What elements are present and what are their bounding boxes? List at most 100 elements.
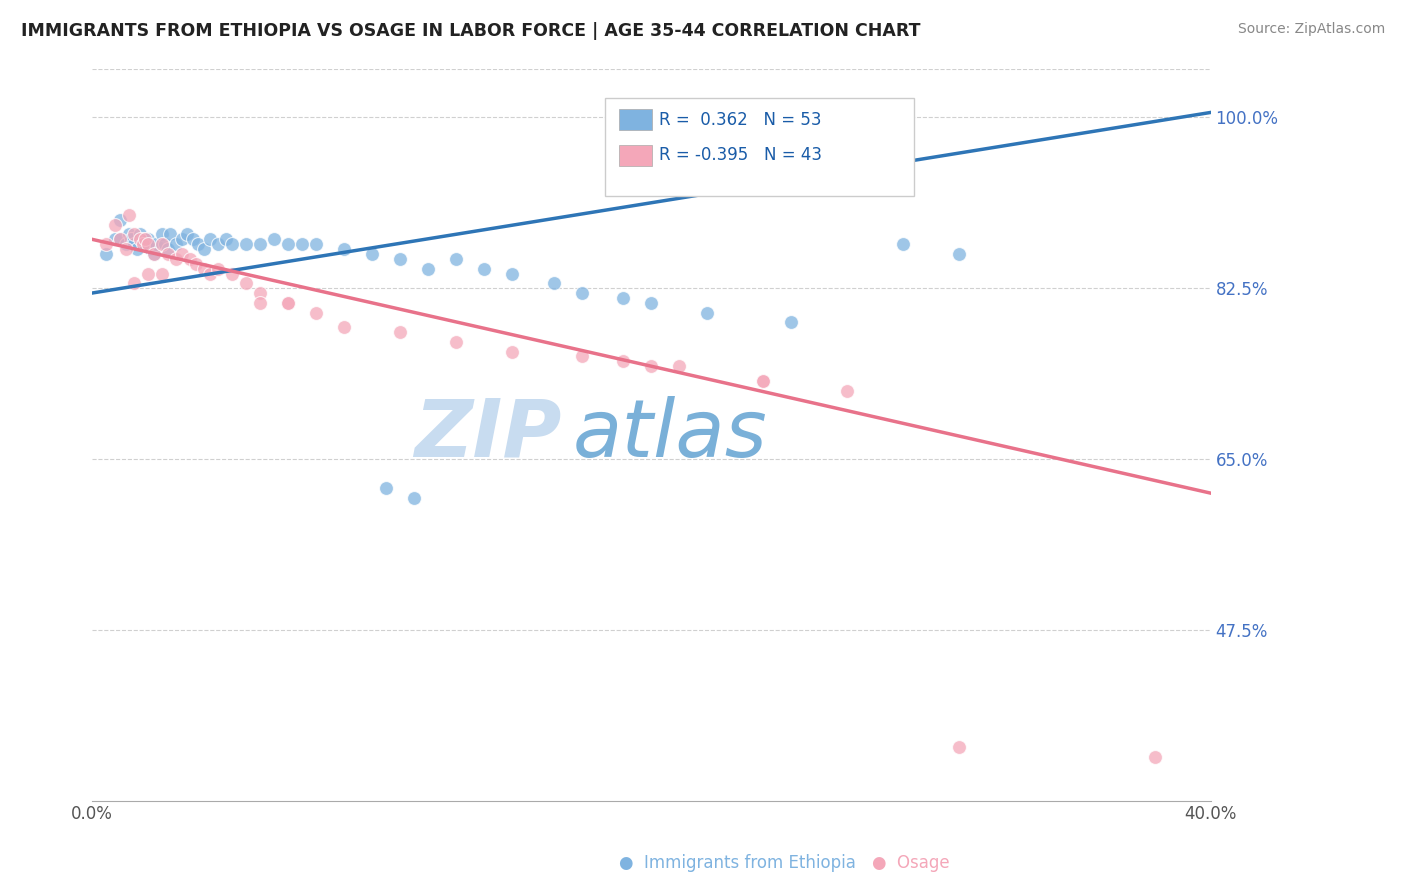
Point <box>388 325 411 339</box>
Point <box>305 305 328 319</box>
Point <box>668 359 690 374</box>
Point <box>640 359 662 374</box>
Point <box>134 237 156 252</box>
Point <box>374 481 396 495</box>
Point <box>198 267 221 281</box>
Point <box>640 295 662 310</box>
Point <box>221 267 243 281</box>
Point <box>122 237 145 252</box>
Point <box>263 232 285 246</box>
Point <box>103 218 125 232</box>
Point <box>150 267 173 281</box>
Point <box>501 267 523 281</box>
Text: ●  Osage: ● Osage <box>872 855 949 872</box>
Point <box>333 242 356 256</box>
Point <box>235 277 257 291</box>
Point <box>543 277 565 291</box>
Point <box>291 237 314 252</box>
Point <box>131 237 153 252</box>
Point <box>96 237 118 252</box>
Point <box>207 237 229 252</box>
Point <box>165 252 187 266</box>
Point <box>249 295 271 310</box>
Point <box>170 232 193 246</box>
Text: ZIP: ZIP <box>415 395 562 474</box>
Point <box>103 232 125 246</box>
Point <box>150 227 173 242</box>
Point <box>136 267 159 281</box>
Point <box>837 384 859 398</box>
Point <box>117 208 139 222</box>
Point <box>128 227 150 242</box>
Point <box>444 252 467 266</box>
Point <box>136 237 159 252</box>
Point <box>752 374 775 388</box>
Point <box>117 227 139 242</box>
Point <box>150 237 173 252</box>
Point <box>444 334 467 349</box>
Point <box>948 247 970 261</box>
Point <box>142 247 165 261</box>
Point <box>277 295 299 310</box>
Point <box>402 491 425 505</box>
Point <box>179 252 201 266</box>
Point <box>1143 749 1166 764</box>
Point <box>388 252 411 266</box>
Point <box>153 237 176 252</box>
Point <box>120 232 142 246</box>
Point <box>134 232 156 246</box>
Point <box>249 237 271 252</box>
Point <box>136 232 159 246</box>
Point <box>145 237 167 252</box>
Point <box>221 237 243 252</box>
Point <box>96 247 118 261</box>
Point <box>948 739 970 754</box>
Point <box>612 354 634 368</box>
Point <box>360 247 382 261</box>
Point <box>181 232 204 246</box>
Point <box>142 247 165 261</box>
Point <box>207 261 229 276</box>
Point <box>215 232 238 246</box>
Text: ●  Immigrants from Ethiopia: ● Immigrants from Ethiopia <box>619 855 855 872</box>
Point <box>305 237 328 252</box>
Point <box>193 261 215 276</box>
Point <box>108 232 131 246</box>
Point <box>156 242 179 256</box>
Point <box>128 232 150 246</box>
Point <box>159 227 181 242</box>
Point <box>472 261 495 276</box>
Point <box>571 350 593 364</box>
Point <box>612 291 634 305</box>
Text: Source: ZipAtlas.com: Source: ZipAtlas.com <box>1237 22 1385 37</box>
Point <box>277 295 299 310</box>
Point <box>277 237 299 252</box>
Point <box>416 261 439 276</box>
Point <box>165 237 187 252</box>
Text: atlas: atlas <box>574 395 768 474</box>
Text: IMMIGRANTS FROM ETHIOPIA VS OSAGE IN LABOR FORCE | AGE 35-44 CORRELATION CHART: IMMIGRANTS FROM ETHIOPIA VS OSAGE IN LAB… <box>21 22 921 40</box>
Point <box>114 237 136 252</box>
Point <box>170 247 193 261</box>
Point <box>122 277 145 291</box>
Point <box>114 242 136 256</box>
Point <box>108 212 131 227</box>
Point <box>193 242 215 256</box>
Point <box>176 227 198 242</box>
Point <box>187 237 209 252</box>
Point <box>122 227 145 242</box>
Point <box>131 232 153 246</box>
Point <box>139 242 162 256</box>
Point <box>108 232 131 246</box>
Text: R =  0.362   N = 53: R = 0.362 N = 53 <box>659 111 823 128</box>
Point <box>184 257 207 271</box>
Point <box>198 232 221 246</box>
Point <box>752 374 775 388</box>
Text: R = -0.395   N = 43: R = -0.395 N = 43 <box>659 146 823 164</box>
Point <box>156 247 179 261</box>
Point <box>696 305 718 319</box>
Point <box>235 237 257 252</box>
Point <box>249 286 271 301</box>
Point <box>501 344 523 359</box>
Point <box>571 286 593 301</box>
